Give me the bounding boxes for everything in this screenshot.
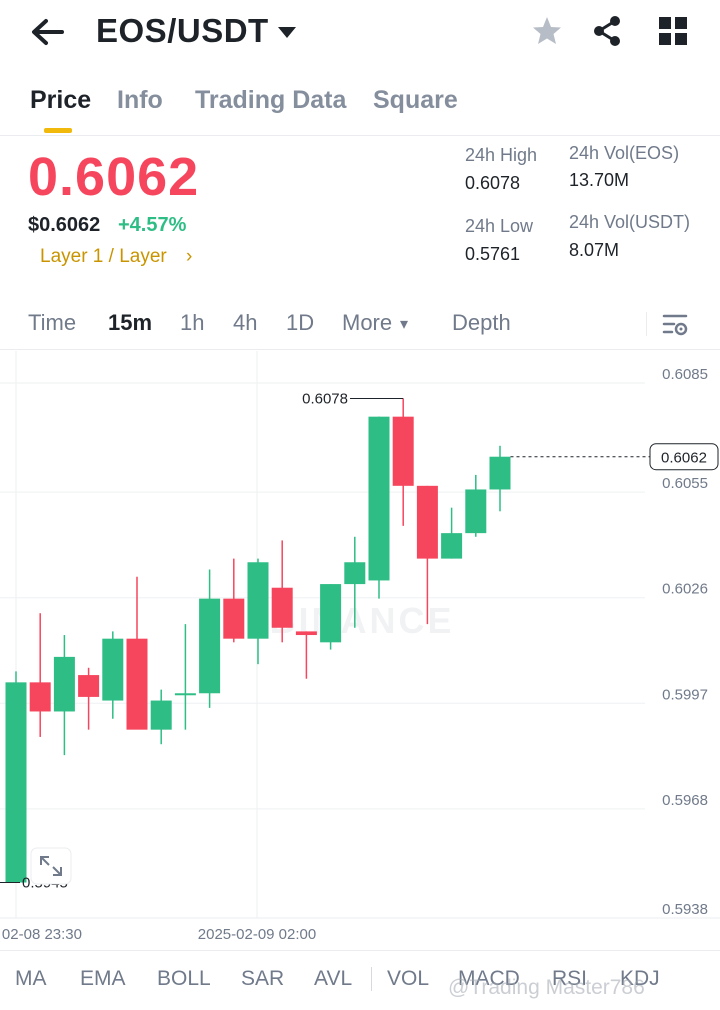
x-axis-label: 2025-02-09 02:00 [198,926,316,943]
candle-body [416,485,438,559]
pair-title[interactable]: EOS/USDT [96,12,269,49]
candle-body [344,562,366,585]
candle-body [295,631,317,636]
tab-square[interactable]: Square [373,86,458,114]
indicator-ema[interactable]: EMA [80,967,126,990]
max-price-label: 0.6078 [302,390,348,407]
price-chart[interactable]: 0.60850.60550.60260.59970.59680.5938BINA… [0,351,720,946]
divider [371,967,372,991]
candle-body [271,587,293,628]
y-tick-label: 0.5938 [662,901,708,918]
candle-body [53,656,75,712]
chevron-right-icon[interactable]: › [186,246,193,267]
y-tick-label: 0.6026 [662,581,708,598]
last-price: 0.6062 [28,147,200,207]
interval-15m[interactable]: 15m [108,310,153,335]
grid-icon[interactable] [656,14,690,48]
chart-settings-icon[interactable] [660,310,690,340]
indicator-bar: MA EMA BOLL SAR AVL VOL MACD RSI KDJ [0,950,720,1006]
interval-1d[interactable]: 1D [286,310,315,335]
vol-usdt-value: 8.07M [569,240,620,260]
y-tick-label: 0.6055 [662,475,708,492]
indicator-kdj[interactable]: KDJ [620,967,660,990]
last-price-label: 0.6062 [661,450,707,467]
candle-body [29,682,51,712]
vol-usdt-label: 24h Vol(USDT) [569,212,691,232]
tab-trading-data[interactable]: Trading Data [195,86,347,114]
candle-body [5,682,27,883]
divider [646,312,647,336]
high-value: 0.6078 [465,173,521,193]
caret-down-icon[interactable] [276,22,298,42]
candle-body [368,416,390,581]
interval-more[interactable]: More [342,310,393,335]
indicator-rsi[interactable]: RSI [552,967,588,990]
candle-body [441,533,463,559]
interval-time[interactable]: Time [28,310,77,335]
price-usd: $0.6062 [28,214,101,236]
tab-info[interactable]: Info [117,86,163,114]
indicator-macd[interactable]: MACD [458,967,520,990]
candle-body [150,700,172,730]
indicator-sar[interactable]: SAR [241,967,285,990]
candle-body [199,598,221,694]
tab-active-indicator [44,128,72,133]
interval-bar: Time 15m 1h 4h 1D More ▾ Depth [0,300,720,350]
price-change: +4.57% [118,214,187,236]
interval-4h[interactable]: 4h [233,310,258,335]
low-value: 0.5761 [465,244,521,264]
tab-bar: Price Info Trading Data Square [0,78,720,136]
indicator-ma[interactable]: MA [15,967,47,990]
y-tick-label: 0.6085 [662,366,708,383]
candle-body [465,489,487,534]
watermark-text: @Trading Master786 [448,976,645,999]
y-tick-label: 0.5968 [662,792,708,809]
candle-body [174,693,196,696]
back-arrow-icon[interactable] [28,14,68,50]
indicator-avl[interactable]: AVL [314,967,353,990]
depth-tab[interactable]: Depth [452,310,511,335]
candle-body [223,598,245,639]
low-label: 24h Low [465,216,534,236]
x-axis-label: 02-08 23:30 [2,926,82,943]
indicator-vol[interactable]: VOL [387,967,430,990]
candle-body [78,675,100,697]
candle-body [247,562,269,639]
candle-body [392,416,414,486]
candle-body [320,584,342,643]
category-tag-link[interactable]: Layer 1 / Layer [40,246,167,267]
expand-icon[interactable] [30,847,72,885]
vol-eos-label: 24h Vol(EOS) [569,143,680,163]
indicator-boll[interactable]: BOLL [157,967,211,990]
share-icon[interactable] [590,14,624,48]
tab-price[interactable]: Price [30,86,92,114]
interval-1h[interactable]: 1h [180,310,205,335]
vol-eos-value: 13.70M [569,170,630,190]
high-label: 24h High [465,145,538,165]
top-bar: EOS/USDT [0,0,720,66]
star-icon[interactable] [530,14,564,48]
candle-body [489,456,511,490]
y-tick-label: 0.5997 [662,686,708,703]
last-price-box [649,443,719,471]
candle-body [102,638,124,701]
candle-body [126,638,148,730]
more-caret-icon[interactable]: ▾ [400,316,409,333]
